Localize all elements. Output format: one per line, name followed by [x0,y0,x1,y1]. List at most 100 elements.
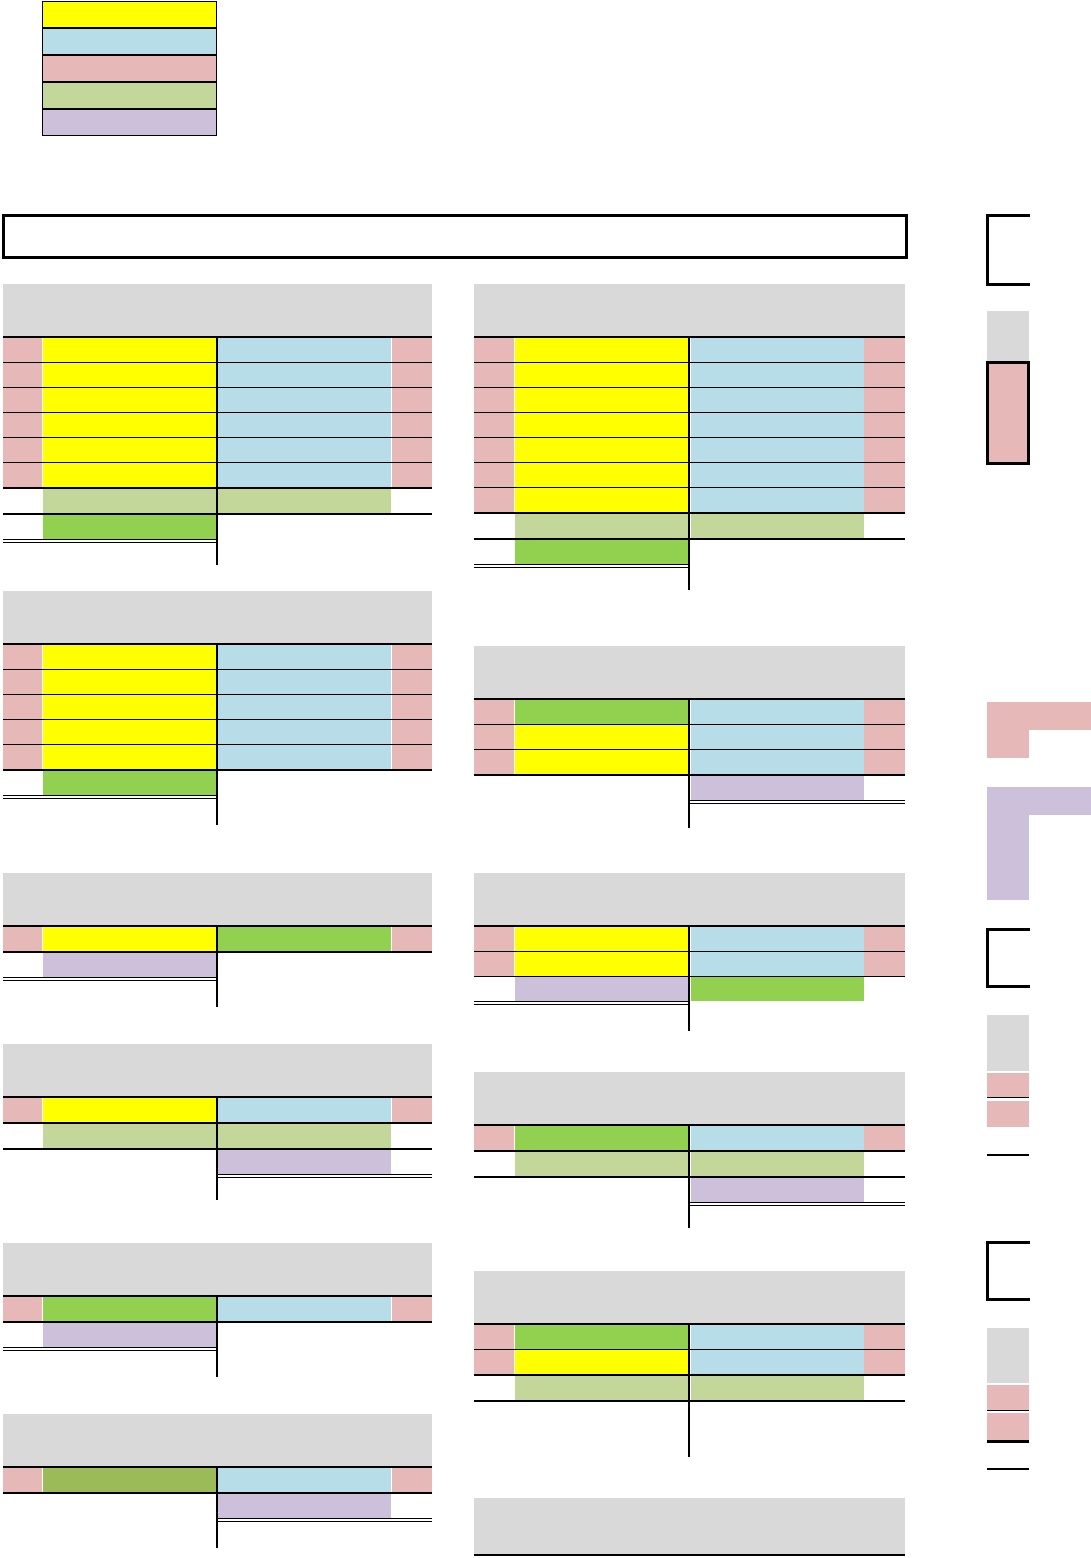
cell [691,488,864,512]
cell [474,1126,514,1150]
cell [3,745,42,769]
cell [515,1126,688,1150]
side-box [986,928,1030,988]
cell [691,1126,864,1150]
cell [3,695,42,719]
cell [3,413,42,437]
rule-double [216,1177,432,1178]
cell [392,720,432,744]
cell [864,363,905,387]
cell [43,1098,216,1122]
account-header [3,1044,432,1096]
cell [515,927,688,951]
cell [864,488,905,512]
cell [218,745,391,769]
rule-thick [3,925,432,927]
rule-thick [474,1323,905,1325]
cell [474,363,514,387]
cell [691,927,864,951]
legend-swatch [42,55,217,82]
cell [218,695,391,719]
cell [43,1468,216,1492]
rule-vertical [216,1468,218,1548]
side-line [987,1468,1029,1470]
cell [515,725,688,749]
cell [3,388,42,412]
rule-double [216,1174,432,1175]
cell [43,1297,216,1321]
cell [864,952,905,976]
cell [474,700,514,724]
rule-vertical [688,927,690,1031]
cell [474,488,514,512]
rule-double [688,800,905,801]
cell [691,977,864,1001]
cell [3,720,42,744]
account-header [474,1072,905,1124]
cell [43,489,216,513]
cell [515,363,688,387]
cell [392,363,432,387]
rule-double [3,539,218,540]
cell [218,1124,391,1148]
cell [43,413,216,437]
cell [392,927,432,951]
cell [474,438,514,462]
cell [43,1124,216,1148]
rule-double [474,1004,690,1005]
cell [515,750,688,774]
cell [218,463,391,487]
cell [392,438,432,462]
side-cell [987,1413,1029,1443]
side-cell [987,787,1091,815]
cell [43,438,216,462]
cell [392,1297,432,1321]
cell [43,388,216,412]
rule-vertical [216,338,218,565]
side-cell [987,815,1029,900]
rule-vertical [216,1098,218,1200]
cell [218,1297,391,1321]
side-line [987,1154,1029,1156]
side-header [987,311,1029,361]
cell [515,540,688,564]
legend-swatch [42,82,217,109]
cell [474,413,514,437]
cell [392,745,432,769]
cell [392,695,432,719]
cell [43,771,216,795]
cell [691,1376,864,1400]
account-header [3,1414,432,1466]
rule-double [3,542,218,543]
cell [3,463,42,487]
cell [218,363,391,387]
cell [3,1098,42,1122]
cell [864,927,905,951]
cell [43,927,216,951]
rule-thick [474,925,905,927]
rule-double [688,1202,905,1203]
cell [691,1325,864,1349]
side-header [987,1015,1029,1071]
rule-double [474,567,690,568]
rule-thick [474,698,905,700]
rule-double [3,798,218,799]
cell [864,725,905,749]
rule-thick [474,1554,905,1556]
cell [218,438,391,462]
cell [3,1468,42,1492]
cell [218,670,391,694]
cell [43,953,216,977]
side-box [986,214,1030,286]
account-header [3,1243,432,1295]
cell [864,338,905,362]
cell [515,338,688,362]
cell [691,1350,864,1374]
cell [3,927,42,951]
account-header [3,873,432,925]
side-cell [986,361,1030,465]
rule-thick [3,1096,432,1098]
cell [864,700,905,724]
side-cell [987,730,1029,758]
cell [515,700,688,724]
